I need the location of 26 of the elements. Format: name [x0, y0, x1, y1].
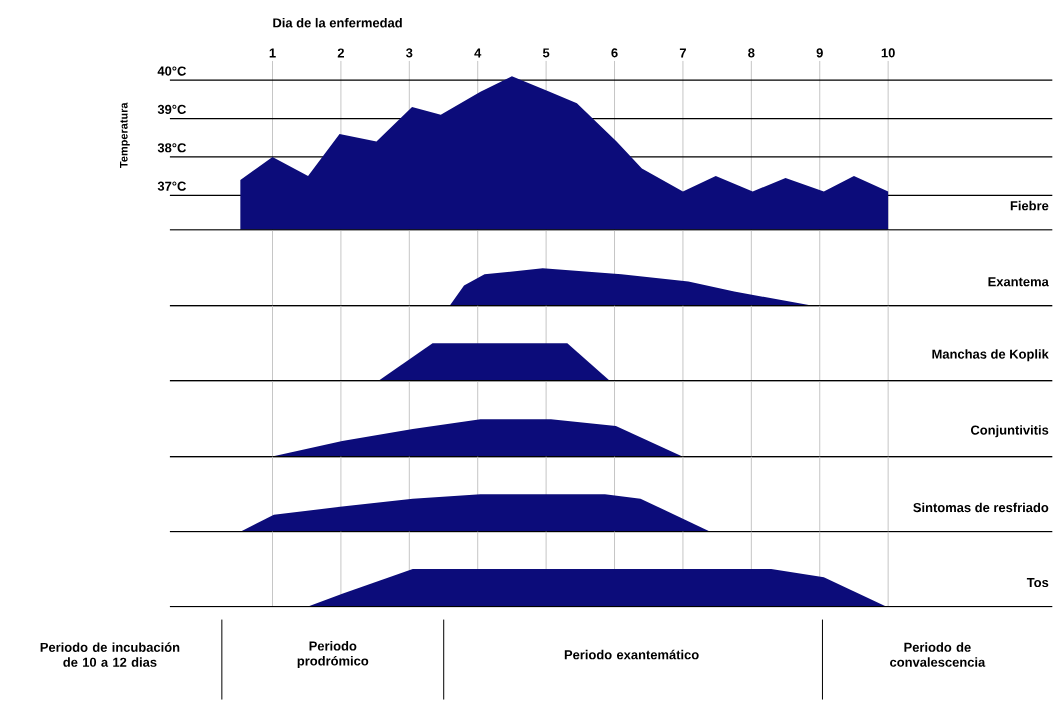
text: Sintomas de resfriado [913, 502, 1049, 513]
text: Periodo exantemático [564, 649, 699, 660]
y-axis-title: Temperatura [120, 102, 130, 169]
y-tick-label: 39°C [157, 105, 186, 115]
y-tick-label: 37°C [157, 181, 186, 192]
text: Fiebre [1010, 201, 1049, 211]
x-tick-label: 9 [816, 48, 823, 58]
x-tick-label: 3 [406, 48, 413, 58]
x-tick-label: 4 [474, 48, 482, 58]
text: Periodo de incubación de 10 a 12 dias [40, 642, 180, 668]
x-tick-label: 6 [611, 48, 618, 58]
x-tick-label: 1 [269, 48, 276, 58]
x-tick-label: 7 [679, 48, 686, 58]
text: Exantema [988, 277, 1049, 287]
x-tick-label: 8 [748, 48, 755, 58]
x-tick-label: 5 [542, 48, 550, 58]
text: Periodo prodrómico [297, 641, 369, 669]
x-tick-label: 2 [337, 48, 344, 58]
text: Periodo de convalescencia [890, 642, 986, 668]
x-tick-label: 10 [881, 48, 895, 58]
chart-title: Conjuntivitis [970, 425, 1049, 438]
chart-title: Manchas de Koplik [932, 349, 1049, 362]
y-tick-label: 38°C [157, 143, 186, 153]
text: Tos [1026, 578, 1049, 588]
y-tick-label: 40°C [157, 66, 186, 76]
x-axis-title: Dia de la enfermedad [273, 18, 402, 28]
